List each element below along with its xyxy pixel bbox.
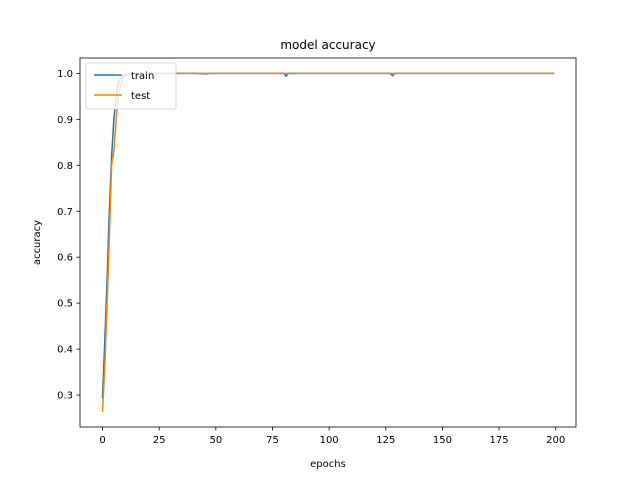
x-axis-title: epochs [310,459,346,470]
axes-layer: 0 25 50 75 100 125 150 175 200 0.3 0.4 0.5 0.6 0.7 0.8… [57,57,577,446]
x-tick-label-75: 75 [266,435,279,446]
y-axis-title: accuracy [32,220,43,265]
legend-box [85,62,177,110]
y-tick-label-0.6: 0.6 [57,253,73,264]
x-tick-label-150: 150 [433,435,452,446]
x-tick-label-200: 200 [546,435,565,446]
x-tick-label-100: 100 [320,435,339,446]
y-tick-label-1.0: 1.0 [57,69,73,80]
x-tick-label-125: 125 [376,435,395,446]
y-tick-label-0.8: 0.8 [57,161,73,172]
x-tick-label-175: 175 [490,435,509,446]
y-tick-label-0.3: 0.3 [57,391,73,402]
y-tick-label-0.9: 0.9 [57,115,73,126]
axes-frame [79,57,577,428]
y-tick-label-0.4: 0.4 [57,345,73,356]
legend: train test [85,62,177,110]
x-tick-label-0: 0 [99,435,105,446]
y-tick-label-0.5: 0.5 [57,299,73,310]
legend-label-train: train [131,71,154,82]
series-line-test [101,72,555,412]
y-tick-label-0.7: 0.7 [57,207,73,218]
legend-label-test: test [131,91,150,102]
x-tick-label-50: 50 [209,435,222,446]
x-tick-label-25: 25 [153,435,166,446]
chart-title: model accuracy [280,38,375,52]
